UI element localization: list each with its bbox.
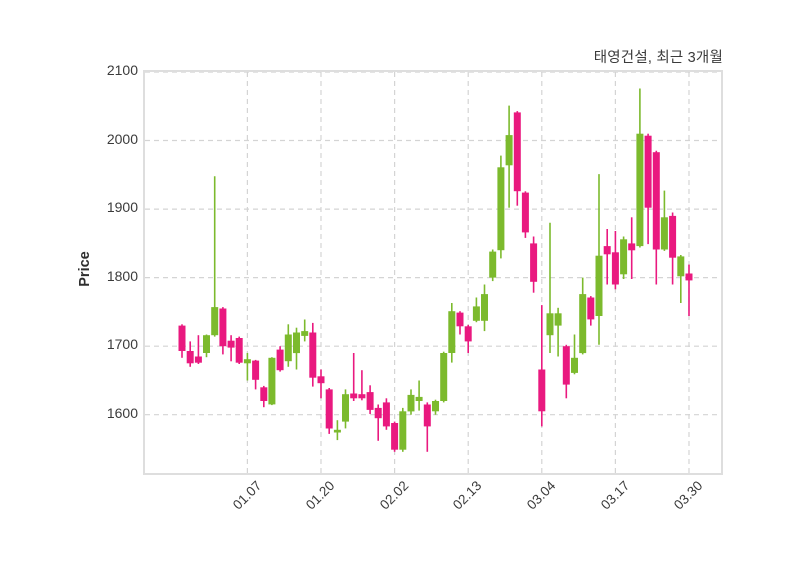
candle-body: [579, 294, 587, 354]
candle-body: [309, 332, 317, 378]
candle-body: [423, 404, 431, 427]
candle-body: [252, 360, 260, 380]
plot-area: [143, 70, 723, 475]
candle-body: [620, 239, 628, 275]
y-tick-label: 1600: [106, 404, 138, 421]
candle-body: [407, 394, 415, 412]
candle-body: [464, 326, 472, 342]
candle-body: [219, 308, 227, 347]
candle-body: [530, 243, 538, 282]
candle-body: [415, 396, 423, 401]
candle-body: [301, 331, 309, 336]
candle-body: [391, 423, 399, 450]
candle-body: [505, 135, 513, 166]
candle-body: [260, 387, 268, 401]
candle-body: [194, 356, 202, 363]
candle-body: [513, 112, 521, 192]
candle-body: [521, 192, 529, 233]
candle-body: [268, 357, 276, 405]
candlestick-chart: [145, 72, 721, 473]
y-tick-label: 1700: [106, 336, 138, 353]
candle-body: [669, 215, 677, 258]
x-tick-label: 02.02: [376, 478, 412, 513]
candle-body: [374, 407, 382, 419]
x-tick-label: 03.04: [523, 478, 559, 513]
candle-body: [628, 243, 636, 251]
candle-body: [432, 401, 439, 412]
candle-body: [382, 402, 390, 427]
candle-body: [243, 359, 251, 364]
candle-body: [611, 252, 619, 285]
candle-body: [342, 394, 349, 422]
candle-body: [366, 392, 374, 410]
candle-body: [276, 349, 284, 371]
candle-body: [235, 338, 243, 363]
y-tick-label: 1800: [106, 267, 138, 284]
x-tick-label: 03.30: [671, 478, 706, 513]
candle-body: [350, 393, 358, 399]
candle-body: [211, 307, 219, 336]
candle-body: [562, 346, 570, 385]
y-tick-label: 1900: [106, 199, 138, 216]
candle-body: [636, 133, 644, 247]
x-tick-label: 01.20: [303, 478, 338, 513]
candle-body: [456, 312, 464, 327]
x-tick-label: 01.07: [229, 478, 265, 513]
candle-body: [652, 152, 660, 250]
candle-body: [587, 297, 595, 320]
candle-body: [660, 217, 668, 250]
candle-body: [571, 357, 578, 373]
candle-body: [440, 353, 448, 401]
candle-body: [203, 335, 210, 353]
candle-body: [538, 369, 546, 412]
candle-body: [497, 167, 505, 251]
candle-body: [293, 332, 300, 354]
candle-body: [186, 351, 194, 364]
candle-body: [595, 255, 603, 316]
candle-body: [399, 411, 407, 450]
candle-body: [481, 294, 488, 321]
candle-body: [472, 306, 480, 321]
candle-body: [317, 376, 325, 384]
candle-body: [489, 251, 497, 278]
candle-body: [677, 256, 685, 277]
candle-body: [554, 313, 562, 326]
candle-body: [358, 394, 366, 399]
candle-body: [284, 334, 292, 362]
candle-body: [325, 389, 333, 429]
candle-body: [546, 313, 554, 336]
y-tick-label: 2000: [106, 130, 138, 147]
chart-title: 태영건설, 최근 3개월: [593, 50, 723, 66]
candle-body: [603, 246, 611, 255]
candle-body: [644, 135, 652, 208]
candle-body: [227, 340, 235, 348]
candle-body: [448, 311, 456, 353]
candle-body: [685, 273, 693, 281]
candle-body: [178, 325, 186, 351]
candle-body: [333, 429, 341, 433]
x-tick-label: 03.17: [597, 478, 633, 513]
x-tick-label: 02.13: [450, 478, 485, 513]
y-tick-label: 2100: [106, 62, 138, 78]
